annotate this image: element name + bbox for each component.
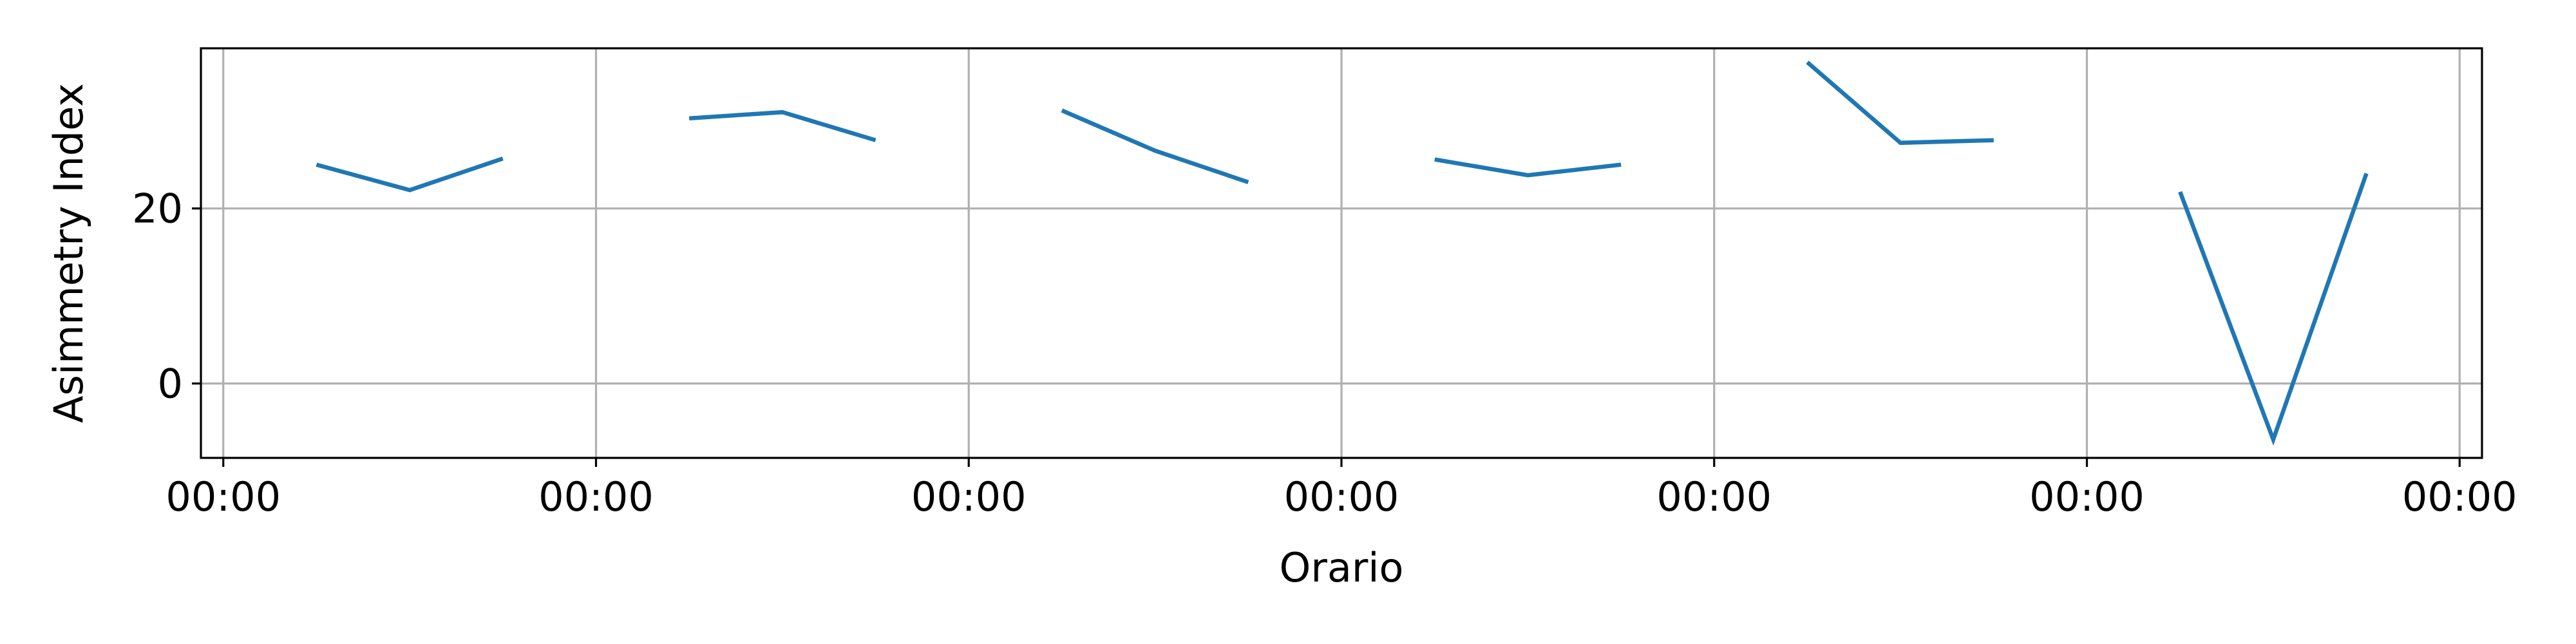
series-line-segment (2178, 173, 2369, 446)
y-tick-label: 0 (158, 360, 183, 407)
x-tick-label: 00:00 (166, 473, 281, 520)
series-line-segment (316, 156, 504, 193)
grid (201, 48, 2482, 458)
x-tick-label: 00:00 (2029, 473, 2145, 520)
y-tick-label: 20 (132, 185, 183, 232)
x-tick-label: 00:00 (2402, 473, 2517, 520)
x-tick-label: 00:00 (538, 473, 654, 520)
ticks: 00:00 00:00 00:00 00:00 00:00 00:00 00:00 0 20 (132, 185, 2517, 520)
x-axis-title: Orario (1280, 544, 1404, 591)
series-line-segment (1806, 61, 1994, 146)
series-line-segment (688, 109, 876, 142)
x-tick-label: 00:00 (1656, 473, 1772, 520)
series-line-segment (1434, 157, 1622, 178)
x-tick-label: 00:00 (911, 473, 1027, 520)
x-tick-label: 00:00 (1284, 473, 1399, 520)
series (316, 61, 2369, 446)
series-line-segment (1061, 108, 1249, 184)
y-axis-title: Asimmetry Index (45, 83, 92, 423)
